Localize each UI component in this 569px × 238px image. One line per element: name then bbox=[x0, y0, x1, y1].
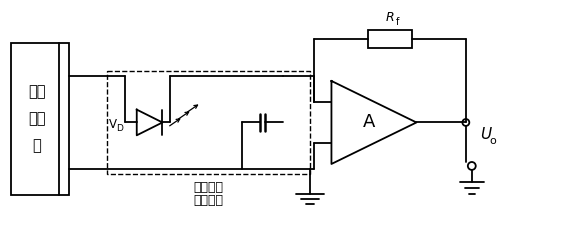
Bar bbox=[107, 71, 310, 174]
Text: f: f bbox=[396, 17, 399, 27]
Bar bbox=[11, 43, 68, 195]
Text: 多谐
振荡
器: 多谐 振荡 器 bbox=[28, 84, 46, 154]
Text: 发光发射: 发光发射 bbox=[193, 181, 224, 194]
Text: A: A bbox=[363, 114, 375, 131]
Text: R: R bbox=[385, 11, 394, 24]
Bar bbox=[368, 30, 411, 48]
Text: V: V bbox=[109, 118, 117, 131]
Text: o: o bbox=[489, 136, 496, 146]
Text: 接收探头: 接收探头 bbox=[193, 193, 224, 207]
Text: U: U bbox=[480, 127, 491, 142]
Text: D: D bbox=[116, 124, 123, 133]
